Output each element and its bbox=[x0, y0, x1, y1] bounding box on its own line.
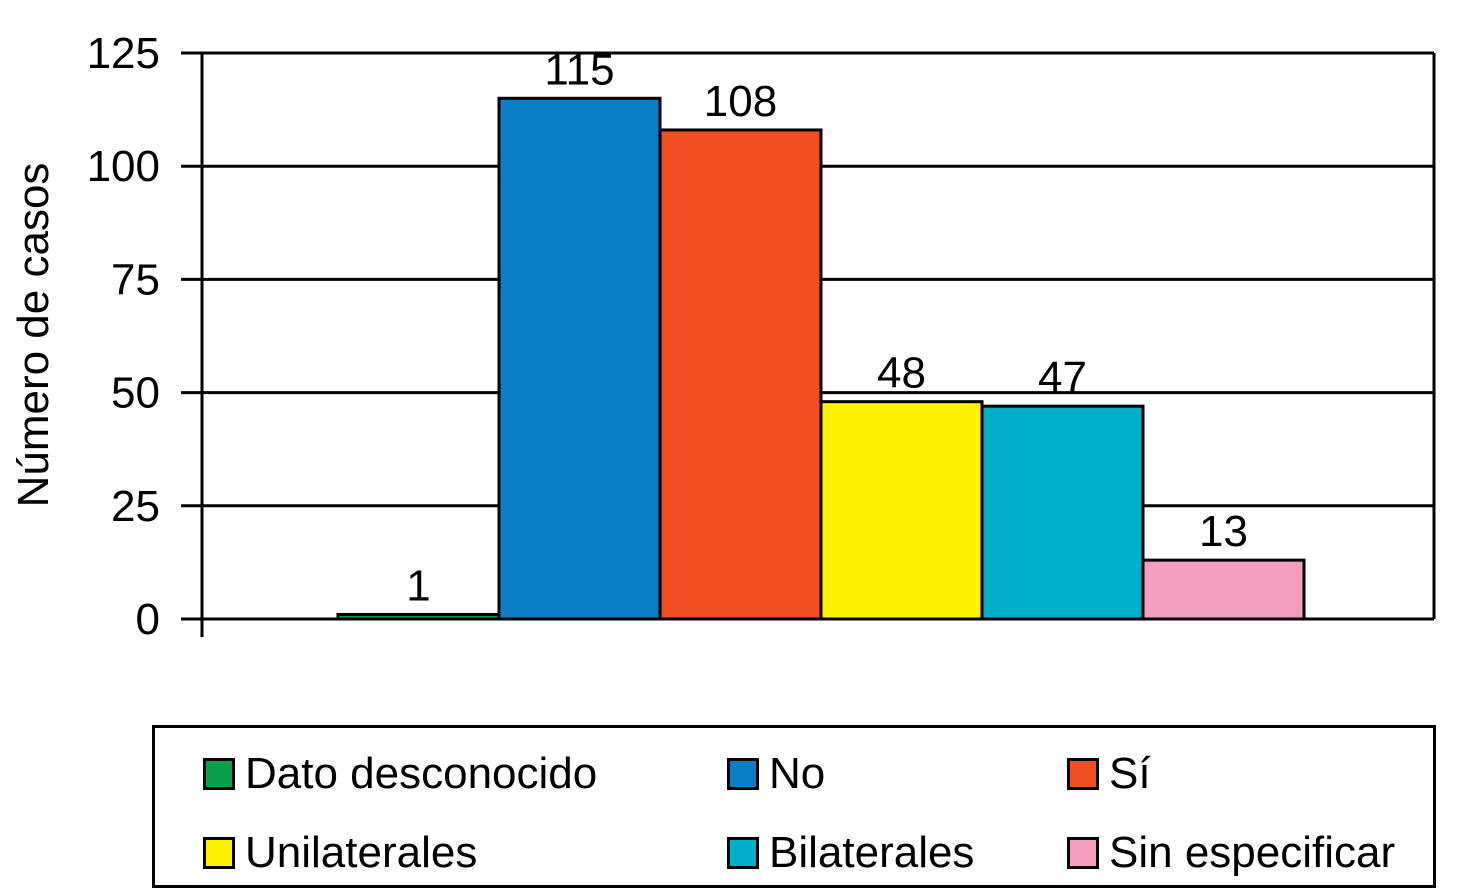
legend-item: Sin especificar bbox=[1067, 828, 1395, 878]
y-axis-label: Número de casos bbox=[9, 163, 58, 508]
bar-5 bbox=[980, 404, 1145, 621]
y-axis-ticks: 0 25 50 75 100 125 bbox=[87, 29, 160, 644]
bar-3 bbox=[658, 128, 823, 621]
bar-1 bbox=[336, 612, 501, 621]
legend-label: Bilaterales bbox=[769, 828, 975, 877]
legend-swatch bbox=[727, 837, 759, 869]
bar-chart: 0 25 50 75 100 125 1 115 108 48 47 13 Número de ca… bbox=[9, 29, 1436, 644]
y-tick-label: 0 bbox=[136, 595, 160, 644]
y-tick-label: 75 bbox=[111, 255, 160, 304]
legend-item: Bilaterales bbox=[727, 828, 974, 878]
data-label: 13 bbox=[1199, 507, 1248, 556]
data-label: 115 bbox=[544, 45, 614, 94]
legend-label: Sí bbox=[1109, 749, 1151, 798]
y-tick-label: 50 bbox=[111, 369, 160, 418]
legend: Dato desconocido No Sí Unilaterales Bilatera… bbox=[152, 725, 1436, 888]
bar-2 bbox=[497, 96, 662, 621]
legend-label: Sin especificar bbox=[1109, 828, 1396, 877]
y-tick-label: 100 bbox=[87, 142, 160, 191]
bars bbox=[336, 96, 1306, 621]
legend-item: Sí bbox=[1067, 749, 1151, 799]
legend-label: Unilaterales bbox=[245, 828, 478, 877]
data-label: 47 bbox=[1038, 353, 1087, 402]
y-tick-label: 25 bbox=[111, 482, 160, 531]
legend-label: No bbox=[769, 749, 826, 798]
y-tick-label: 125 bbox=[87, 29, 160, 78]
legend-item: No bbox=[727, 749, 825, 799]
data-label: 108 bbox=[704, 77, 777, 126]
data-label: 1 bbox=[406, 561, 430, 610]
legend-swatch bbox=[1067, 837, 1099, 869]
legend-item: Unilaterales bbox=[203, 828, 477, 878]
legend-swatch bbox=[727, 758, 759, 790]
bar-6 bbox=[1141, 558, 1306, 621]
legend-swatch bbox=[203, 837, 235, 869]
bar-4 bbox=[819, 400, 984, 621]
legend-swatch bbox=[1067, 758, 1099, 790]
legend-swatch bbox=[203, 758, 235, 790]
data-labels: 1 115 108 48 47 13 bbox=[406, 45, 1248, 610]
legend-item: Dato desconocido bbox=[203, 749, 597, 799]
legend-label: Dato desconocido bbox=[245, 749, 598, 798]
data-label: 48 bbox=[877, 349, 926, 398]
